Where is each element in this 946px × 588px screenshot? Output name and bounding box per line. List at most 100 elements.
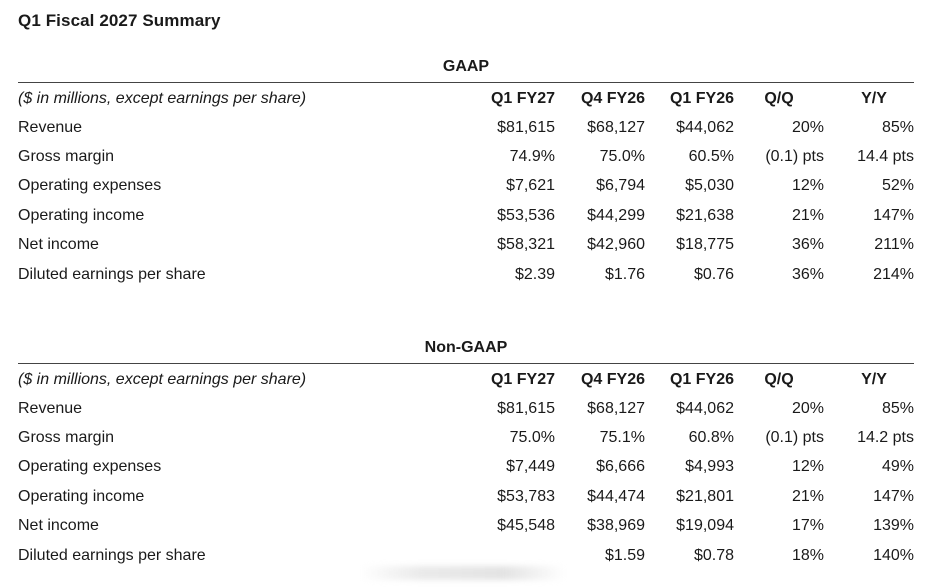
table-cell: 147% <box>873 488 914 505</box>
table-cell: $0.76 <box>693 266 734 283</box>
table-cell: 14.2 pts <box>857 429 914 446</box>
table-cell: 74.9% <box>509 148 555 165</box>
row-label: Net income <box>18 236 99 253</box>
table-cell: $21,801 <box>676 488 734 505</box>
row-label: Operating income <box>18 488 145 505</box>
table-cell: 75.1% <box>599 429 645 446</box>
row-label: Diluted earnings per share <box>18 266 206 283</box>
column-header: Q1 FY27 <box>490 371 555 388</box>
table-cell: 20% <box>791 119 824 136</box>
table-cell: 75.0% <box>599 148 645 165</box>
table-cell: 12% <box>791 458 824 475</box>
table-cell: $5,030 <box>685 177 734 194</box>
table-cell: $7,449 <box>506 458 555 475</box>
table-cell: 49% <box>881 458 914 475</box>
table-row: Operating income $53,536 $44,299 $21,638… <box>18 201 914 231</box>
table-row: Gross margin 75.0% 75.1% 60.8% (0.1) pts… <box>18 423 914 453</box>
column-header: Q/Q <box>764 371 794 388</box>
table-cell: $21,638 <box>676 207 734 224</box>
table-cell: $81,615 <box>497 119 555 136</box>
table-cell: 139% <box>873 517 914 534</box>
table-cell: $45,548 <box>497 517 555 534</box>
table-cell: 36% <box>791 236 824 253</box>
table-cell: 214% <box>873 266 914 283</box>
column-header: Q4 FY26 <box>580 371 645 388</box>
table-header-row: ($ in millions, except earnings per shar… <box>18 365 914 395</box>
column-header: Q4 FY26 <box>580 90 645 107</box>
table-cell: $6,666 <box>596 458 645 475</box>
obscured-value-smudge <box>360 566 565 580</box>
table-cell: $7,621 <box>506 177 555 194</box>
table-row: Diluted earnings per share $1.59 $0.78 1… <box>18 541 914 571</box>
table-cell: $4,993 <box>685 458 734 475</box>
table-cell: 85% <box>881 400 914 417</box>
table-header-row: ($ in millions, except earnings per shar… <box>18 84 914 114</box>
row-label: Diluted earnings per share <box>18 547 206 564</box>
table-cell: $81,615 <box>497 400 555 417</box>
table-cell: $58,321 <box>497 236 555 253</box>
column-header: Y/Y <box>861 90 887 107</box>
table-cell: 17% <box>791 517 824 534</box>
table-cell: $53,536 <box>497 207 555 224</box>
table-cell: 60.5% <box>688 148 734 165</box>
table-row: Net income $58,321 $42,960 $18,775 36% 2… <box>18 230 914 260</box>
table-row: Gross margin 74.9% 75.0% 60.5% (0.1) pts… <box>18 142 914 172</box>
table-cell: $68,127 <box>587 400 645 417</box>
table-cell: 18% <box>791 547 824 564</box>
row-label: Gross margin <box>18 429 115 446</box>
table-row: Operating expenses $7,621 $6,794 $5,030 … <box>18 171 914 201</box>
table-cell: $53,783 <box>497 488 555 505</box>
table-cell: 21% <box>791 207 824 224</box>
table-cell: 147% <box>873 207 914 224</box>
table-cell: 140% <box>873 547 914 564</box>
table-cell: 85% <box>881 119 914 136</box>
table-cell: 14.4 pts <box>857 148 914 165</box>
column-header: Q1 FY26 <box>669 90 734 107</box>
column-header: Q/Q <box>764 90 794 107</box>
table-cell: 52% <box>881 177 914 194</box>
table-cell: $0.78 <box>693 547 734 564</box>
table-cell: $44,062 <box>676 400 734 417</box>
units-note: ($ in millions, except earnings per shar… <box>18 371 307 388</box>
table-row: Revenue $81,615 $68,127 $44,062 20% 85% <box>18 113 914 143</box>
table-cell: $1.76 <box>604 266 645 283</box>
table-row: Diluted earnings per share $2.39 $1.76 $… <box>18 260 914 290</box>
table-cell: $2.39 <box>514 266 555 283</box>
page-title: Q1 Fiscal 2027 Summary <box>18 11 221 30</box>
table-cell: $44,299 <box>587 207 645 224</box>
table-cell: $6,794 <box>596 177 645 194</box>
table-cell: 21% <box>791 488 824 505</box>
table-cell: $44,474 <box>587 488 645 505</box>
table-cell: $38,969 <box>587 517 645 534</box>
table-cell: $19,094 <box>676 517 734 534</box>
section-heading: Non-GAAP <box>424 339 508 356</box>
table-row: Operating expenses $7,449 $6,666 $4,993 … <box>18 452 914 482</box>
table-cell: $44,062 <box>676 119 734 136</box>
column-header: Y/Y <box>861 371 887 388</box>
row-label: Operating expenses <box>18 458 162 475</box>
table-cell: 12% <box>791 177 824 194</box>
column-header: Q1 FY26 <box>669 371 734 388</box>
table-row: Operating income $53,783 $44,474 $21,801… <box>18 482 914 512</box>
row-label: Gross margin <box>18 148 115 165</box>
table-cell: 75.0% <box>509 429 555 446</box>
table-cell: 211% <box>874 236 914 253</box>
units-note: ($ in millions, except earnings per shar… <box>18 90 307 107</box>
row-label: Revenue <box>18 119 83 136</box>
section-rule <box>18 82 914 83</box>
row-label: Net income <box>18 517 99 534</box>
table-cell: (0.1) pts <box>765 429 824 446</box>
column-header: Q1 FY27 <box>490 90 555 107</box>
row-label: Operating income <box>18 207 145 224</box>
table-cell: 60.8% <box>688 429 734 446</box>
table-cell: 20% <box>791 400 824 417</box>
table-cell: $18,775 <box>676 236 734 253</box>
table-cell: 36% <box>791 266 824 283</box>
section-rule <box>18 363 914 364</box>
row-label: Operating expenses <box>18 177 162 194</box>
table-cell: $42,960 <box>587 236 645 253</box>
table-cell: (0.1) pts <box>765 148 824 165</box>
table-cell: $68,127 <box>587 119 645 136</box>
table-cell: $1.59 <box>604 547 645 564</box>
table-row: Revenue $81,615 $68,127 $44,062 20% 85% <box>18 394 914 424</box>
